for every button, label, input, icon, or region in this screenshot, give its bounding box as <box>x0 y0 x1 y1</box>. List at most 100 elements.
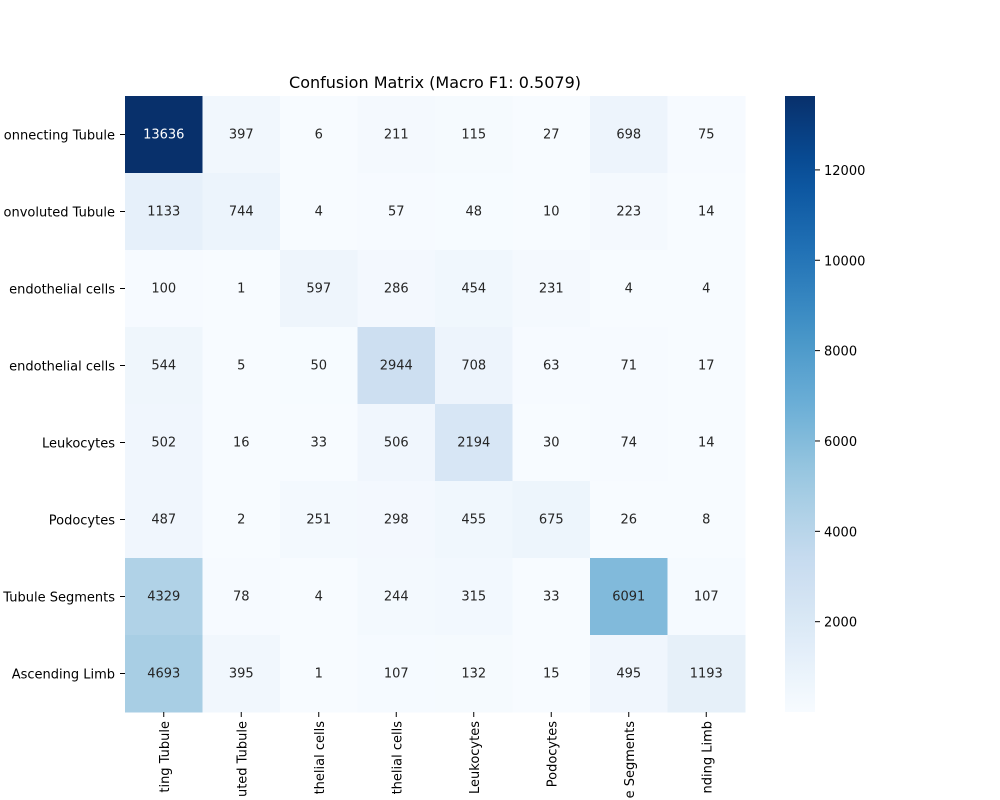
cell-value-label: 1193 <box>690 667 723 682</box>
heatmap-cell <box>512 481 591 559</box>
cell-value-label: 4693 <box>147 667 180 682</box>
row-label: Ascending Limb <box>12 668 115 683</box>
heatmap-cell <box>357 250 436 328</box>
heatmap-cell <box>202 404 281 482</box>
heatmap-cell <box>280 481 358 559</box>
column-label: ting Tubule <box>158 721 173 793</box>
heatmap-cell <box>435 404 513 482</box>
heatmap-cell <box>202 635 281 713</box>
cell-value-label: 4 <box>702 282 710 297</box>
cell-value-label: 2194 <box>457 436 490 451</box>
heatmap-cell <box>125 327 203 405</box>
column-label: Leukocytes <box>468 721 483 794</box>
heatmap-cell <box>202 250 281 328</box>
cell-value-label: 107 <box>384 667 409 682</box>
column-label: nding Limb <box>700 721 715 794</box>
cell-value-label: 57 <box>388 205 405 220</box>
cell-value-label: 5 <box>237 359 245 374</box>
cell-value-label: 1 <box>237 282 245 297</box>
cell-value-label: 286 <box>384 282 409 297</box>
cell-value-label: 48 <box>465 205 482 220</box>
cell-value-label: 71 <box>620 359 637 374</box>
cell-value-label: 4 <box>625 282 633 297</box>
cell-value-label: 78 <box>233 590 250 605</box>
colorbar-tick-label: 8000 <box>824 345 857 360</box>
colorbar-tick-label: 12000 <box>824 164 865 179</box>
cell-value-label: 33 <box>310 436 327 451</box>
heatmap-cell <box>357 404 436 482</box>
cell-value-label: 74 <box>620 436 637 451</box>
column-label: e Segments <box>623 721 638 799</box>
heatmap-cell <box>590 558 668 636</box>
heatmap-cell <box>280 250 358 328</box>
column-label: uted Tubule <box>235 721 250 797</box>
cell-value-label: 14 <box>698 436 715 451</box>
heatmap-cell <box>280 96 358 174</box>
cell-value-label: 2 <box>237 513 245 528</box>
cell-value-label: 744 <box>229 205 254 220</box>
row-label: endothelial cells <box>9 360 115 375</box>
heatmap-cell <box>435 327 513 405</box>
heatmap-cell <box>435 96 513 174</box>
heatmap-cell <box>512 250 591 328</box>
heatmap-cell <box>590 250 668 328</box>
heatmap-cell <box>125 635 203 713</box>
row-label: endothelial cells <box>9 283 115 298</box>
column-label: thelial cells <box>390 721 405 795</box>
heatmap-cell <box>202 327 281 405</box>
column-label: Podocytes <box>545 721 560 787</box>
heatmap-cell <box>512 404 591 482</box>
cell-value-label: 544 <box>151 359 176 374</box>
heatmap-cell <box>512 558 591 636</box>
row-label: onvoluted Tubule <box>4 206 115 221</box>
cell-value-label: 244 <box>384 590 409 605</box>
heatmap-cell <box>435 481 513 559</box>
cell-value-label: 16 <box>233 436 250 451</box>
heatmap-cell <box>125 173 203 251</box>
heatmap-cell <box>435 250 513 328</box>
cell-value-label: 50 <box>310 359 327 374</box>
colorbar-tick-label: 6000 <box>824 435 857 450</box>
cell-value-label: 1 <box>315 667 323 682</box>
heatmap-cell <box>512 96 591 174</box>
heatmap-cell <box>202 173 281 251</box>
cell-value-label: 506 <box>384 436 409 451</box>
cell-value-label: 30 <box>543 436 560 451</box>
heatmap-cell <box>202 96 281 174</box>
cell-value-label: 13636 <box>143 128 184 143</box>
cell-value-label: 298 <box>384 513 409 528</box>
heatmap-cell <box>590 96 668 174</box>
column-labels: ting Tubule uted Tubule thelial cells theli… <box>158 712 715 799</box>
cell-value-label: 26 <box>620 513 637 528</box>
cell-value-label: 231 <box>539 282 564 297</box>
cell-value-label: 315 <box>461 590 486 605</box>
row-label: Tubule Segments <box>2 591 115 606</box>
cell-value-label: 454 <box>461 282 486 297</box>
cell-value-label: 4 <box>315 590 323 605</box>
colorbar-bar <box>785 96 815 712</box>
cell-value-label: 397 <box>229 128 254 143</box>
cell-value-label: 100 <box>151 282 176 297</box>
heatmap-cell <box>357 558 436 636</box>
heatmap-cell <box>590 481 668 559</box>
cell-value-label: 223 <box>616 205 641 220</box>
heatmap-cell <box>512 173 591 251</box>
heatmap-cell <box>280 558 358 636</box>
heatmap-cell <box>202 481 281 559</box>
heatmap-cell <box>280 635 358 713</box>
cell-value-label: 10 <box>543 205 560 220</box>
heatmap-cell <box>357 635 436 713</box>
cell-value-label: 8 <box>702 513 710 528</box>
heatmap-cell <box>357 327 436 405</box>
cell-value-label: 487 <box>151 513 176 528</box>
heatmap-cell <box>357 96 436 174</box>
cell-value-label: 2944 <box>380 359 413 374</box>
cell-value-label: 132 <box>461 667 486 682</box>
heatmap-cell <box>125 481 203 559</box>
cell-value-label: 6091 <box>612 590 645 605</box>
colorbar: 2000 4000 6000 8000 10000 12000 <box>785 96 865 712</box>
heatmap-cell <box>667 250 746 328</box>
heatmap-cell <box>590 327 668 405</box>
cell-value-label: 15 <box>543 667 560 682</box>
